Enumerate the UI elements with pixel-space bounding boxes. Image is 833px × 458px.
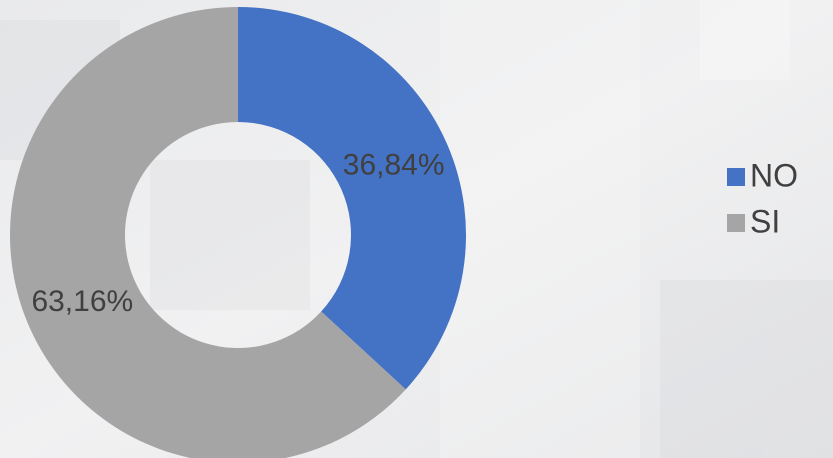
legend-label: NO [750,157,798,193]
data-label: 63,16% [31,285,133,318]
legend-label: SI [750,203,780,239]
legend-swatch [727,168,745,186]
data-label: 36,84% [343,149,445,182]
plot-area: 36,84% 63,16% NO SI [10,7,798,458]
slice [238,7,466,390]
legend-swatch [727,214,745,232]
slice [10,7,406,458]
